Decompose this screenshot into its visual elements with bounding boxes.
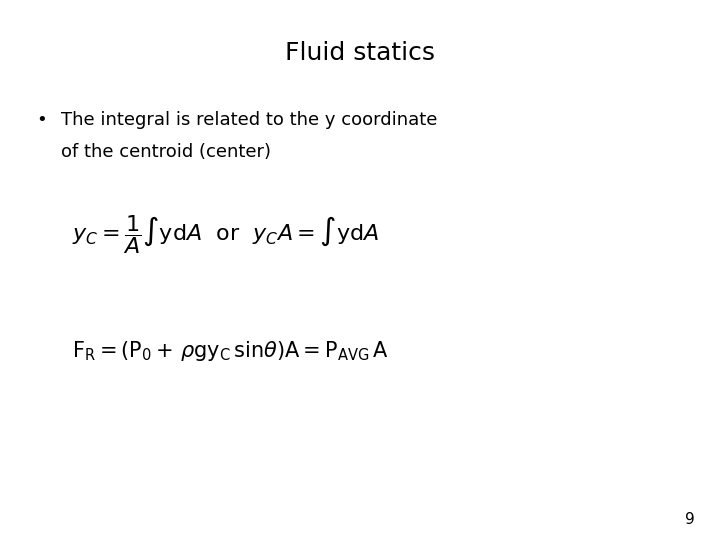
Text: $y_C = \dfrac{1}{A}\int \mathrm{yd}A$  or  $y_C A = \int \mathrm{yd}A$: $y_C = \dfrac{1}{A}\int \mathrm{yd}A$ or… [72,213,379,256]
Text: 9: 9 [685,511,695,526]
Text: Fluid statics: Fluid statics [285,40,435,64]
Text: of the centroid (center): of the centroid (center) [61,143,271,161]
Text: •: • [36,111,47,129]
Text: The integral is related to the y coordinate: The integral is related to the y coordin… [61,111,438,129]
Text: $\mathrm{F_R = (P_0 +}\,\rho\mathrm{gy_C\,sin}\theta\mathrm{)A = P_{AVG}\,A}$: $\mathrm{F_R = (P_0 +}\,\rho\mathrm{gy_C… [72,339,389,363]
